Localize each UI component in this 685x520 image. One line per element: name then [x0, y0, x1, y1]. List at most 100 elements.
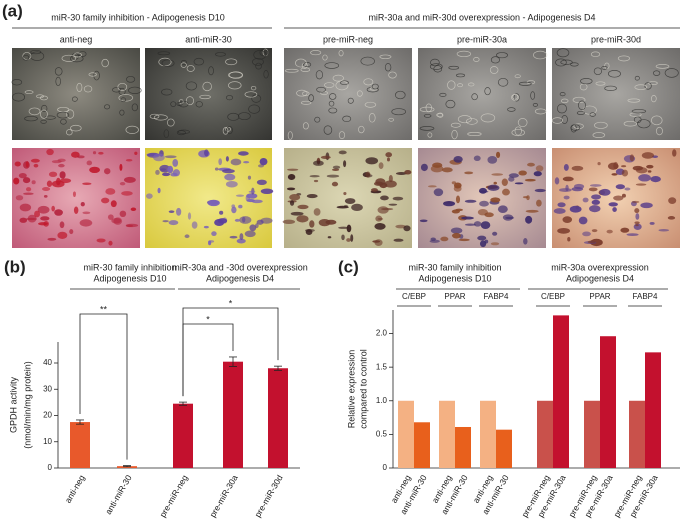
cell	[652, 70, 661, 76]
y-tick-label: 2.0	[376, 329, 388, 338]
stained-cell	[101, 197, 110, 204]
cell	[176, 130, 186, 136]
cell	[40, 119, 47, 124]
stained-cell	[191, 221, 198, 229]
stained-cell	[37, 205, 50, 214]
stained-cell	[287, 168, 299, 171]
stained-cell	[248, 190, 256, 193]
x-tick-label: pre-miR-neg	[157, 473, 189, 519]
cell	[473, 57, 480, 62]
cell	[30, 51, 45, 61]
stained-cell	[244, 230, 256, 238]
cell	[202, 81, 212, 92]
stained-cell	[420, 163, 428, 172]
cell	[456, 73, 466, 78]
cell	[511, 129, 525, 137]
stained-cell	[80, 202, 85, 207]
y-tick-label: 30	[43, 384, 52, 393]
stained-cell	[522, 196, 529, 199]
cell	[60, 118, 67, 125]
stained-cell	[371, 188, 378, 192]
stained-cell	[42, 186, 51, 191]
stained-cell	[23, 192, 34, 195]
stained-cell	[225, 180, 238, 188]
stained-cell	[487, 156, 498, 164]
stained-cell	[646, 164, 654, 169]
bar	[439, 400, 455, 468]
cell	[368, 112, 376, 123]
cell	[259, 49, 269, 57]
stained-cell	[384, 180, 397, 188]
y-axis-label: Relative expression	[346, 350, 356, 429]
cell	[419, 106, 435, 113]
cell	[347, 97, 354, 104]
stained-cell	[225, 156, 229, 162]
cell	[263, 70, 269, 79]
stained-cell	[332, 165, 341, 169]
cell	[76, 82, 83, 92]
stained-cell	[304, 228, 315, 232]
stained-cell	[631, 200, 640, 204]
cell	[513, 93, 520, 102]
cell	[589, 112, 596, 117]
stained-cell	[155, 169, 160, 175]
cell	[157, 51, 171, 56]
cell	[388, 117, 394, 122]
stained-cell	[582, 197, 589, 203]
stained-cell	[559, 188, 572, 192]
cell	[178, 99, 184, 105]
stained-cell	[170, 172, 178, 177]
cell	[578, 100, 586, 110]
cell	[222, 127, 229, 135]
cell	[120, 97, 127, 103]
stained-cell	[47, 237, 57, 241]
cell	[559, 92, 566, 97]
stained-cell	[562, 216, 573, 223]
stained-cell	[219, 210, 224, 215]
cell	[419, 126, 435, 131]
stained-cell	[557, 202, 566, 208]
stained-cell	[290, 211, 304, 216]
cell	[149, 113, 160, 119]
y-axis-label: (nmol/min/mg protein)	[22, 361, 32, 449]
stained-cell	[514, 182, 524, 185]
stained-cell	[508, 176, 515, 182]
stained-cell	[491, 173, 504, 176]
cell	[427, 132, 433, 138]
stained-cell	[346, 224, 352, 233]
cell	[163, 129, 170, 139]
stained-cell	[208, 240, 215, 243]
stained-cell	[125, 223, 139, 228]
cell	[391, 108, 406, 116]
cell	[340, 80, 349, 85]
cell	[556, 48, 570, 58]
stained-cell	[327, 236, 332, 239]
cell	[530, 91, 536, 100]
stained-cell	[71, 151, 80, 158]
significance-bracket	[182, 307, 279, 397]
cell	[433, 65, 443, 73]
significance-label: *	[229, 298, 233, 308]
cell	[570, 62, 579, 67]
stained-cell	[591, 199, 601, 205]
cell	[316, 86, 326, 93]
stained-cell	[508, 173, 519, 178]
stained-cell	[184, 234, 190, 239]
panel-label: (b)	[4, 257, 26, 276]
stained-cell	[350, 234, 354, 242]
gene-label: FABP4	[633, 292, 658, 301]
stained-cell	[125, 158, 133, 162]
stained-cell	[18, 173, 27, 179]
stained-cell	[229, 235, 238, 239]
cell	[423, 113, 432, 118]
stained-cell	[375, 215, 383, 222]
cell	[176, 102, 183, 106]
cell	[514, 74, 521, 79]
cell	[556, 103, 567, 114]
bar	[645, 352, 661, 468]
micrograph	[145, 48, 272, 140]
cell	[595, 81, 606, 86]
stained-cell	[130, 207, 137, 212]
stained-cell	[343, 191, 347, 196]
stained-cell	[430, 237, 436, 241]
